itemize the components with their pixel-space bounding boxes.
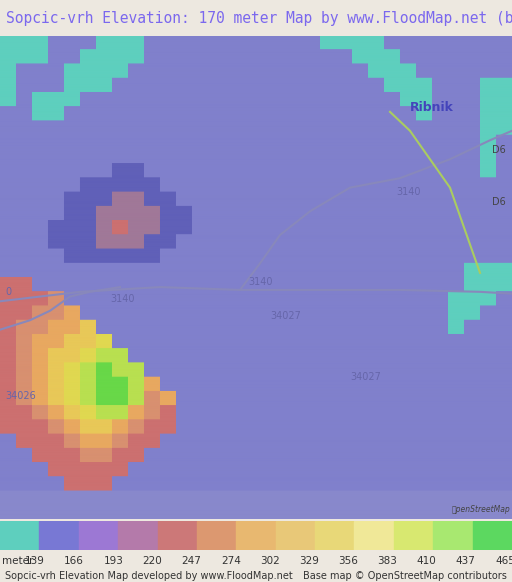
Bar	[0, 521, 39, 550]
Text: 247: 247	[182, 556, 202, 566]
Bar	[473, 521, 512, 550]
Bar	[354, 521, 394, 550]
Text: 3140: 3140	[248, 278, 272, 288]
Text: 274: 274	[221, 556, 241, 566]
Text: D6: D6	[492, 145, 506, 155]
Text: 193: 193	[103, 556, 123, 566]
Text: 139: 139	[25, 556, 45, 566]
Text: 302: 302	[260, 556, 280, 566]
Text: Sopcic-vrh Elevation Map developed by www.FloodMap.net: Sopcic-vrh Elevation Map developed by ww…	[5, 571, 293, 581]
Bar	[39, 521, 79, 550]
Bar	[197, 521, 237, 550]
Bar	[79, 521, 118, 550]
Bar	[158, 521, 197, 550]
Text: 3140: 3140	[110, 294, 135, 304]
Text: 34027: 34027	[350, 372, 381, 382]
Text: 465: 465	[495, 556, 512, 566]
Bar	[433, 521, 473, 550]
Text: meter: meter	[2, 556, 33, 566]
Text: 0: 0	[5, 287, 11, 297]
Text: 220: 220	[143, 556, 162, 566]
Text: ⓂpenStreetMap: ⓂpenStreetMap	[451, 505, 510, 514]
Bar	[275, 521, 315, 550]
Text: 34026: 34026	[5, 391, 36, 401]
Text: 410: 410	[417, 556, 437, 566]
Text: Base map © OpenStreetMap contributors: Base map © OpenStreetMap contributors	[303, 571, 507, 581]
Bar	[315, 521, 354, 550]
Text: 329: 329	[299, 556, 319, 566]
Text: 356: 356	[338, 556, 358, 566]
Bar	[394, 521, 433, 550]
Text: 3140: 3140	[396, 187, 420, 197]
Text: Ribnik: Ribnik	[410, 101, 454, 113]
Text: D6: D6	[492, 197, 506, 207]
Text: 383: 383	[377, 556, 397, 566]
Bar	[237, 521, 275, 550]
Text: 437: 437	[456, 556, 476, 566]
Text: 34027: 34027	[270, 311, 301, 321]
Text: 166: 166	[64, 556, 84, 566]
Text: Sopcic-vrh Elevation: 170 meter Map by www.FloodMap.net (beta): Sopcic-vrh Elevation: 170 meter Map by w…	[6, 10, 512, 26]
Bar	[118, 521, 158, 550]
